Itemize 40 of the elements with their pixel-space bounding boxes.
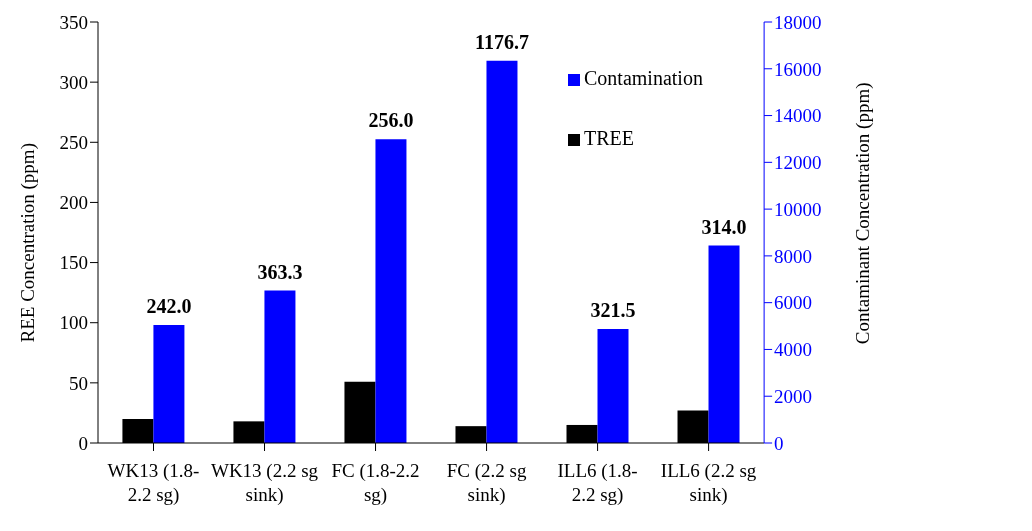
bar — [597, 329, 629, 443]
y2-tick-label: 10000 — [774, 198, 822, 220]
y-tick-label: 0 — [78, 432, 88, 454]
y-axis-title: REE Concentration (ppm) — [16, 143, 39, 343]
annotation: 256.0 — [368, 109, 414, 132]
x-tick-label: ILL6 (1.8-2.2 sg) — [557, 460, 638, 506]
bar — [264, 290, 296, 443]
y2-tick-label: 8000 — [774, 245, 813, 267]
y-tick-label: 350 — [59, 11, 88, 33]
annotation: 314.0 — [701, 215, 747, 238]
y2-tick-label: 16000 — [774, 58, 822, 80]
x-tick-label: FC (1.8-2.2 sg) — [331, 460, 420, 506]
y-tick-label: 100 — [59, 312, 88, 334]
annotation: 321.5 — [590, 299, 636, 322]
annotation: 363.3 — [257, 260, 303, 283]
y2-tick-label: 18000 — [774, 11, 822, 33]
y2-tick-label: 4000 — [774, 339, 813, 361]
bar — [486, 60, 518, 443]
x-tick-label: FC (2.2 sg sink) — [446, 460, 527, 506]
y2-tick-label: 12000 — [774, 152, 822, 174]
bar — [375, 139, 407, 443]
y-tick-label: 250 — [59, 132, 88, 154]
y2-axis-title: Contaminant Concentration (ppm) — [851, 82, 874, 345]
annotation: 242.0 — [146, 295, 192, 318]
y2-tick-label: 0 — [774, 432, 784, 454]
x-tick-label: WK13 (1.8-2.2 sg) — [107, 460, 200, 506]
y2-tick-label: 14000 — [774, 105, 822, 127]
y-tick-label: 300 — [59, 71, 88, 93]
y2-tick-label: 6000 — [774, 292, 813, 314]
legend-label: Contamination — [584, 67, 703, 89]
y-tick-label: 50 — [69, 372, 88, 394]
legend-label: TREE — [584, 127, 634, 149]
y-tick-label: 200 — [59, 192, 88, 214]
bar — [153, 325, 185, 443]
x-tick-label: ILL6 (2.2 sg sink) — [660, 460, 757, 506]
y2-tick-label: 2000 — [774, 385, 813, 407]
y-tick-label: 150 — [59, 252, 88, 274]
bar — [708, 245, 740, 443]
x-tick-label: WK13 (2.2 sg sink) — [210, 460, 319, 506]
annotation: 1176.7 — [475, 30, 529, 53]
